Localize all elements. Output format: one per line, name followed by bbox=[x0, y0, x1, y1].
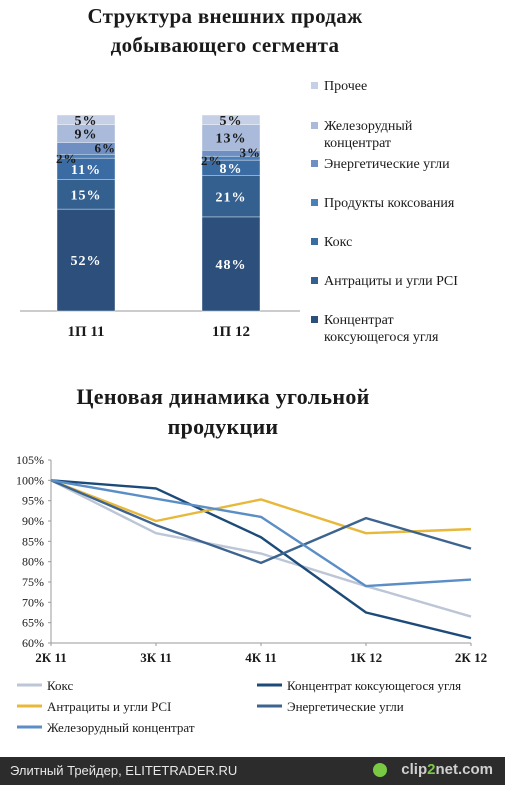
legend-label: Кокс bbox=[324, 235, 352, 250]
legend-label: Продукты коксования bbox=[324, 196, 455, 211]
bar-value-label: 6% bbox=[95, 140, 117, 155]
bar-value-label: 48% bbox=[216, 258, 247, 273]
stacked-bar-chart: 52%15%11%2%6%9%5%1П 1148%21%8%2%3%13%5%1… bbox=[20, 79, 458, 345]
x-tick-label: 1П 12 bbox=[212, 324, 250, 340]
bar-segment bbox=[201, 216, 261, 312]
series-line bbox=[50, 479, 472, 618]
chart2-title-line2: продукции bbox=[167, 414, 279, 439]
clip-logo-icon bbox=[373, 763, 387, 777]
legend-label: Концентрат коксующегося угля bbox=[287, 678, 461, 693]
bar-value-label: 8% bbox=[220, 162, 243, 177]
y-tick-label: 95% bbox=[22, 494, 44, 508]
brand-tail: net.com bbox=[435, 761, 493, 778]
bar-segment bbox=[201, 175, 261, 218]
series-line bbox=[50, 479, 472, 588]
footer-source-text: Элитный Трейдер, ELITETRADER.RU bbox=[10, 763, 238, 778]
legend-swatch bbox=[311, 277, 318, 284]
series-line bbox=[50, 479, 472, 640]
legend-swatch bbox=[311, 82, 318, 89]
bar-value-label: 21% bbox=[216, 190, 247, 205]
legend-label: коксующегося угля bbox=[324, 330, 439, 345]
bar-value-label: 11% bbox=[71, 163, 101, 178]
x-tick-label: 1П 11 bbox=[67, 324, 104, 340]
bar-value-label: 13% bbox=[216, 132, 247, 147]
legend-label: Кокс bbox=[47, 678, 74, 693]
bar-value-label: 52% bbox=[71, 254, 102, 269]
footer-bar: Элитный Трейдер, ELITETRADER.RU clip2net… bbox=[0, 757, 505, 785]
legend-swatch bbox=[311, 238, 318, 245]
y-tick-label: 105% bbox=[16, 453, 44, 467]
chart2-title-line1: Ценовая динамика угольной bbox=[76, 384, 370, 409]
bar-segment bbox=[56, 114, 116, 126]
legend-label: Концентрат bbox=[324, 313, 394, 328]
legend-label: Железорудный bbox=[324, 119, 413, 134]
chart1-title-line2: добывающего сегмента bbox=[110, 33, 340, 57]
bar-segment bbox=[56, 179, 116, 210]
series-line bbox=[50, 479, 472, 565]
y-tick-label: 85% bbox=[22, 534, 44, 548]
bar-value-label: 5% bbox=[75, 114, 98, 129]
bar-value-label: 2% bbox=[201, 153, 223, 168]
y-tick-label: 100% bbox=[16, 473, 44, 487]
brand-main: clip bbox=[401, 761, 428, 778]
bar-value-label: 3% bbox=[240, 145, 262, 160]
legend-label: Энергетические угли bbox=[324, 157, 450, 172]
y-tick-label: 90% bbox=[22, 514, 44, 528]
bar-segment bbox=[56, 208, 116, 312]
bar-segment bbox=[201, 124, 261, 151]
footer-brand[interactable]: clip2net.com bbox=[401, 761, 493, 778]
bar-value-label: 2% bbox=[56, 151, 78, 166]
bar-value-label: 9% bbox=[75, 128, 98, 143]
x-tick-label: 3К 11 bbox=[140, 650, 171, 665]
x-tick-label: 2К 12 bbox=[455, 650, 487, 665]
legend-label: Антрациты и угли PCI bbox=[47, 699, 171, 714]
legend-label: Антрациты и угли PCI bbox=[324, 274, 458, 289]
x-tick-label: 2К 11 bbox=[35, 650, 66, 665]
bar-segment bbox=[201, 114, 261, 126]
bar-value-label: 5% bbox=[220, 114, 243, 129]
y-tick-label: 65% bbox=[22, 616, 44, 630]
chart1-title-line1: Структура внешних продаж bbox=[87, 4, 363, 28]
brand-accent: 2 bbox=[427, 761, 436, 778]
y-tick-label: 80% bbox=[22, 555, 44, 569]
x-tick-label: 1К 12 bbox=[350, 650, 382, 665]
legend-swatch bbox=[311, 160, 318, 167]
y-tick-label: 75% bbox=[22, 575, 44, 589]
y-tick-label: 60% bbox=[22, 636, 44, 650]
legend-label: Прочее bbox=[324, 79, 367, 94]
legend-label: Энергетические угли bbox=[287, 699, 404, 714]
legend-swatch bbox=[311, 316, 318, 323]
y-tick-label: 70% bbox=[22, 595, 44, 609]
legend-swatch bbox=[311, 199, 318, 206]
x-tick-label: 4К 11 bbox=[245, 650, 276, 665]
legend-label: Железорудный концентрат bbox=[47, 720, 195, 735]
series-line bbox=[50, 479, 472, 535]
legend-label: концентрат bbox=[324, 136, 391, 151]
bar-value-label: 15% bbox=[71, 188, 102, 203]
legend-swatch bbox=[311, 122, 318, 129]
line-chart: 105% 100% 95% 90% 85% 80% 75% 70% 65% 60%2К 11 3К … bbox=[16, 453, 487, 735]
